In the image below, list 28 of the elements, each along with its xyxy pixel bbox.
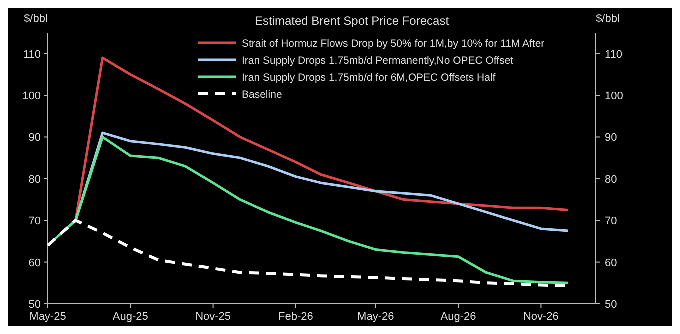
y-tick-label: 110: [23, 48, 41, 61]
y2-axis-title: $/bbl: [596, 13, 620, 25]
legend-label: Baseline: [242, 89, 282, 101]
y2-tick-label: 110: [605, 48, 623, 61]
legend-label: Iran Supply Drops 1.75mb/d for 6M,OPEC Offsets Half: [242, 72, 496, 84]
y2-tick-label: 80: [605, 174, 618, 186]
y-tick-label: 100: [22, 90, 41, 103]
x-tick-label: May-26: [358, 311, 394, 323]
y2-tick-label: 90: [605, 132, 618, 144]
y-tick-label: 90: [28, 132, 41, 144]
legend-label: Iran Supply Drops 1.75mb/d Permanently,No OPEC Offset: [242, 55, 514, 67]
y2-tick-label: 70: [605, 216, 618, 228]
x-tick-label: Nov-26: [523, 311, 559, 323]
x-tick-label: Nov-25: [196, 311, 232, 323]
y-tick-label: 70: [28, 216, 41, 228]
chart-title: Estimated Brent Spot Price Forecast: [254, 14, 450, 28]
y-tick-label: 50: [28, 299, 41, 311]
y-tick-label: 60: [28, 257, 41, 270]
y2-tick-label: 50: [605, 299, 618, 311]
x-tick-label: May-25: [30, 311, 66, 323]
x-tick-label: Aug-26: [440, 311, 476, 323]
x-tick-label: Feb-26: [278, 311, 314, 323]
x-tick-label: Aug-25: [112, 311, 148, 323]
y2-tick-label: 100: [605, 90, 624, 103]
legend-label: Strait of Hormuz Flows Drop by 50% for 1M,by 10% for 11M After: [242, 38, 546, 50]
y-tick-label: 80: [28, 174, 41, 186]
y-axis-title: $/bbl: [24, 13, 48, 25]
y2-tick-label: 60: [605, 257, 618, 270]
